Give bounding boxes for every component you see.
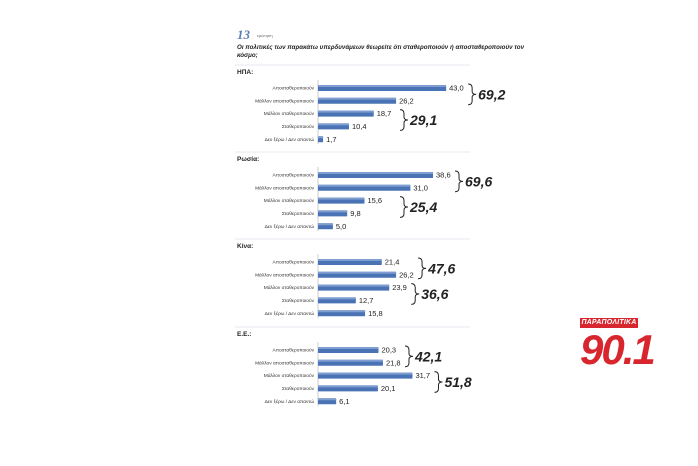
bar-highlight bbox=[318, 297, 356, 300]
total-label: 51,8 bbox=[444, 374, 471, 390]
question-label: ερώτηση bbox=[257, 33, 273, 38]
value-label: 10,4 bbox=[352, 122, 367, 131]
total-brace bbox=[411, 283, 420, 305]
value-label: 1,7 bbox=[326, 135, 336, 144]
category-label: Μάλλον αποσταθεροποιούν bbox=[255, 271, 315, 278]
category-label: Μάλλον αποσταθεροποιούν bbox=[255, 97, 315, 104]
panel-title: Κίνα: bbox=[237, 243, 253, 250]
category-label: Μάλλον σταθεροποιούν bbox=[264, 197, 315, 204]
total-brace bbox=[399, 109, 409, 131]
category-label: Σταθεροποιούν bbox=[282, 123, 315, 130]
bar-highlight bbox=[318, 310, 366, 313]
bar-highlight bbox=[318, 259, 382, 261]
value-label: 43,0 bbox=[449, 84, 464, 93]
bar-highlight bbox=[318, 372, 413, 375]
category-label: Σταθεροποιούν bbox=[282, 210, 315, 217]
category-label: Σταθεροποιούν bbox=[282, 385, 315, 392]
value-label: 31,0 bbox=[413, 183, 428, 192]
category-label: Αποσταθεροποιούν bbox=[273, 85, 315, 92]
value-label: 5,0 bbox=[336, 222, 346, 231]
total-label: 47,6 bbox=[427, 260, 455, 276]
category-label: Δεν ξέρω / Δεν απαντώ bbox=[265, 398, 315, 405]
value-label: 9,8 bbox=[350, 209, 360, 218]
bar-highlight bbox=[318, 197, 365, 200]
value-label: 15,8 bbox=[368, 309, 383, 318]
total-brace bbox=[404, 345, 413, 368]
category-label: Δεν ξέρω / Δεν απαντώ bbox=[265, 136, 315, 143]
category-label: Μάλλον σταθεροποιούν bbox=[264, 372, 315, 379]
total-brace bbox=[434, 371, 443, 393]
category-label: Αποσταθεροποιούν bbox=[273, 347, 315, 354]
radio-logo: ΠΑΡΑΠΟΛΙΤΙΚΑ 90.1 fm bbox=[580, 318, 656, 390]
category-label: Μάλλον αποσταθεροποιούν bbox=[255, 184, 315, 191]
bar-highlight bbox=[318, 284, 390, 287]
panel-title: Ε.Ε.: bbox=[237, 331, 251, 338]
category-label: Μάλλον αποσταθεροποιούν bbox=[255, 359, 315, 366]
category-label: Σταθεροποιούν bbox=[282, 297, 315, 304]
panel-title: ΗΠΑ: bbox=[237, 69, 253, 76]
category-label: Μάλλον σταθεροποιούν bbox=[264, 284, 315, 291]
logo-number: 90.1 bbox=[580, 326, 656, 373]
total-brace bbox=[468, 83, 477, 106]
value-label: 18,7 bbox=[377, 109, 392, 118]
total-label: 25,4 bbox=[409, 199, 437, 215]
bar-highlight bbox=[318, 110, 374, 113]
value-label: 21,8 bbox=[386, 358, 401, 367]
category-label: Δεν ξέρω / Δεν απαντώ bbox=[265, 310, 315, 317]
total-label: 42,1 bbox=[414, 348, 442, 364]
bar-highlight bbox=[318, 136, 324, 139]
logo-fm: fm bbox=[610, 368, 624, 380]
total-label: 69,2 bbox=[478, 86, 505, 102]
bar-highlight bbox=[318, 172, 434, 174]
bar-highlight bbox=[318, 271, 397, 274]
total-label: 29,1 bbox=[409, 112, 437, 128]
category-label: Δεν ξέρω / Δεν απαντώ bbox=[265, 223, 315, 230]
value-label: 6,1 bbox=[339, 397, 349, 406]
bar-highlight bbox=[318, 85, 447, 87]
value-label: 26,2 bbox=[399, 270, 414, 279]
value-label: 20,3 bbox=[381, 346, 396, 355]
bar-highlight bbox=[318, 359, 383, 362]
total-brace bbox=[455, 170, 464, 193]
value-label: 26,2 bbox=[399, 96, 414, 105]
value-label: 20,1 bbox=[381, 384, 396, 393]
value-label: 31,7 bbox=[415, 371, 430, 380]
bar-highlight bbox=[318, 210, 348, 213]
bar-highlight bbox=[318, 347, 379, 349]
total-brace bbox=[399, 196, 409, 218]
value-label: 38,6 bbox=[436, 171, 451, 180]
question-number: 13 bbox=[237, 27, 250, 42]
bar-highlight bbox=[318, 385, 378, 388]
bar-highlight bbox=[318, 184, 411, 187]
category-label: Αποσταθεροποιούν bbox=[273, 259, 315, 266]
total-brace bbox=[418, 257, 427, 280]
total-label: 36,6 bbox=[421, 286, 448, 302]
bar-highlight bbox=[318, 97, 397, 100]
value-label: 23,9 bbox=[392, 283, 407, 292]
total-label: 69,6 bbox=[465, 173, 492, 189]
question-text: Οι πολιτικές των παρακάτω υπερδυνάμεων θ… bbox=[237, 44, 525, 59]
value-label: 21,4 bbox=[385, 258, 400, 267]
category-label: Αποσταθεροποιούν bbox=[273, 172, 315, 179]
logo-top-text: ΠΑΡΑΠΟΛΙΤΙΚΑ bbox=[580, 318, 638, 328]
bar-highlight bbox=[318, 398, 337, 401]
value-label: 15,6 bbox=[367, 196, 382, 205]
bar-highlight bbox=[318, 123, 349, 126]
value-label: 12,7 bbox=[359, 296, 374, 305]
bar-highlight bbox=[318, 223, 333, 226]
category-label: Μάλλον σταθεροποιούν bbox=[264, 110, 315, 117]
panel-title: Ρωσία: bbox=[237, 156, 259, 163]
